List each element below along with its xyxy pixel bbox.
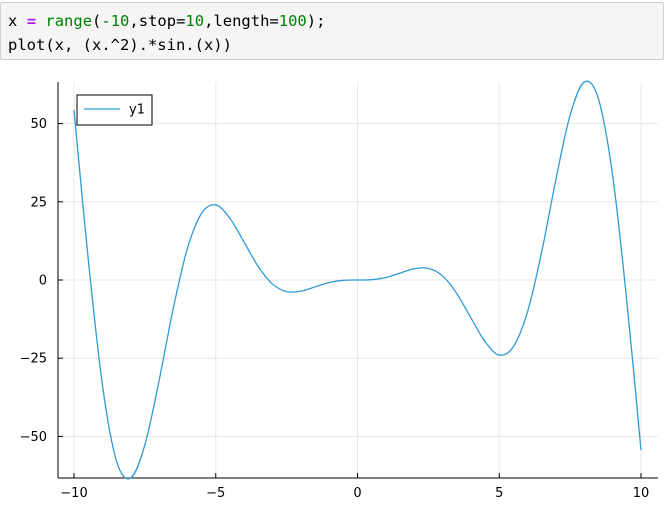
code-equals-1: = — [176, 12, 185, 30]
legend-label: y1 — [129, 103, 145, 118]
code-assign-operator: = — [27, 12, 36, 30]
code-comma-1: , — [129, 12, 138, 30]
code-line-2: plot(x, (x.^2).*sin.(x)) — [8, 36, 232, 54]
code-close-paren: ); — [307, 12, 326, 30]
code-stop-keyword: stop — [139, 12, 176, 30]
y-tick-label: −25 — [20, 352, 47, 367]
y-tick-label: −50 — [20, 430, 47, 445]
code-stop-value: 10 — [185, 12, 204, 30]
y-tick-label: 0 — [39, 274, 47, 289]
code-length-value: 100 — [279, 12, 307, 30]
x-tick-label: 5 — [495, 486, 503, 501]
x-tick-label: 10 — [633, 486, 650, 501]
code-range-function: range — [45, 12, 92, 30]
code-length-keyword: length — [213, 12, 269, 30]
code-var: x — [8, 12, 17, 30]
code-cell[interactable]: x = range(-10,stop=10,length=100); plot(… — [0, 2, 664, 60]
x-tick-label: −10 — [60, 486, 87, 501]
y-tick-label: 25 — [30, 195, 47, 210]
code-line-1: x = range(-10,stop=10,length=100); — [8, 12, 325, 30]
code-open-paren: ( — [92, 12, 101, 30]
x-tick-label: −5 — [206, 486, 225, 501]
legend: y1 — [77, 95, 152, 125]
code-start-value: -10 — [101, 12, 129, 30]
x-tick-label: 0 — [353, 486, 361, 501]
code-equals-2: = — [269, 12, 278, 30]
y-tick-label: 50 — [30, 117, 47, 132]
